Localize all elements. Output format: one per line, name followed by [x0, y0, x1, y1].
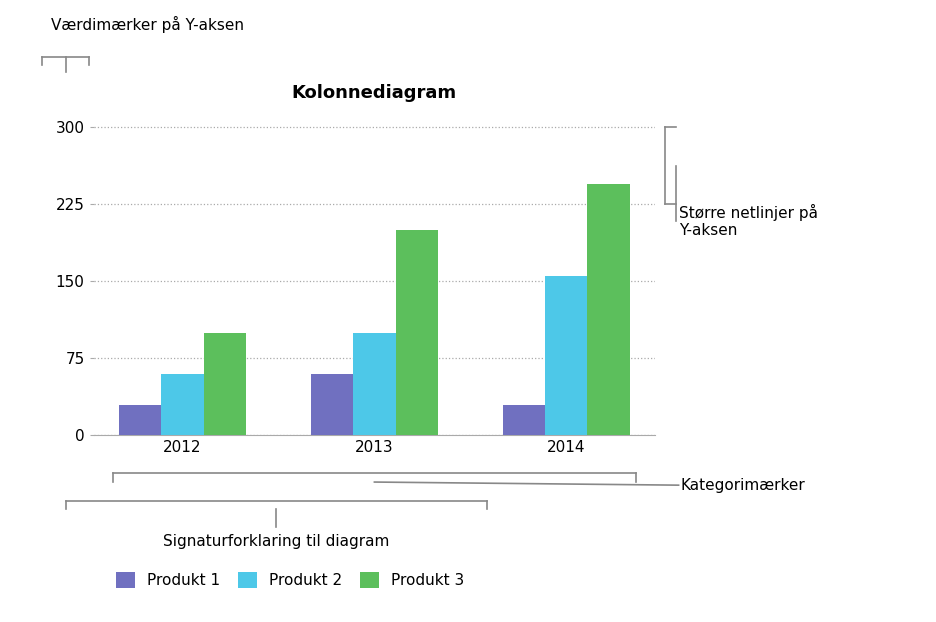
Text: Kategorimærker: Kategorimærker — [680, 478, 805, 493]
Bar — [311, 374, 353, 435]
Title: Kolonnediagram: Kolonnediagram — [292, 84, 457, 102]
Text: Signaturforklaring til diagram: Signaturforklaring til diagram — [163, 534, 389, 549]
Bar — [503, 404, 546, 435]
Text: Større netlinjer på
Y-aksen: Større netlinjer på Y-aksen — [679, 203, 818, 238]
Text: Værdimærker på Y-aksen: Værdimærker på Y-aksen — [51, 16, 244, 32]
Bar — [588, 184, 630, 435]
Bar — [546, 276, 588, 435]
Bar — [161, 374, 203, 435]
Legend: Produkt 1, Produkt 2, Produkt 3: Produkt 1, Produkt 2, Produkt 3 — [110, 566, 470, 594]
Bar — [203, 333, 246, 435]
Bar — [119, 404, 161, 435]
Bar — [353, 333, 396, 435]
Bar — [396, 230, 438, 435]
